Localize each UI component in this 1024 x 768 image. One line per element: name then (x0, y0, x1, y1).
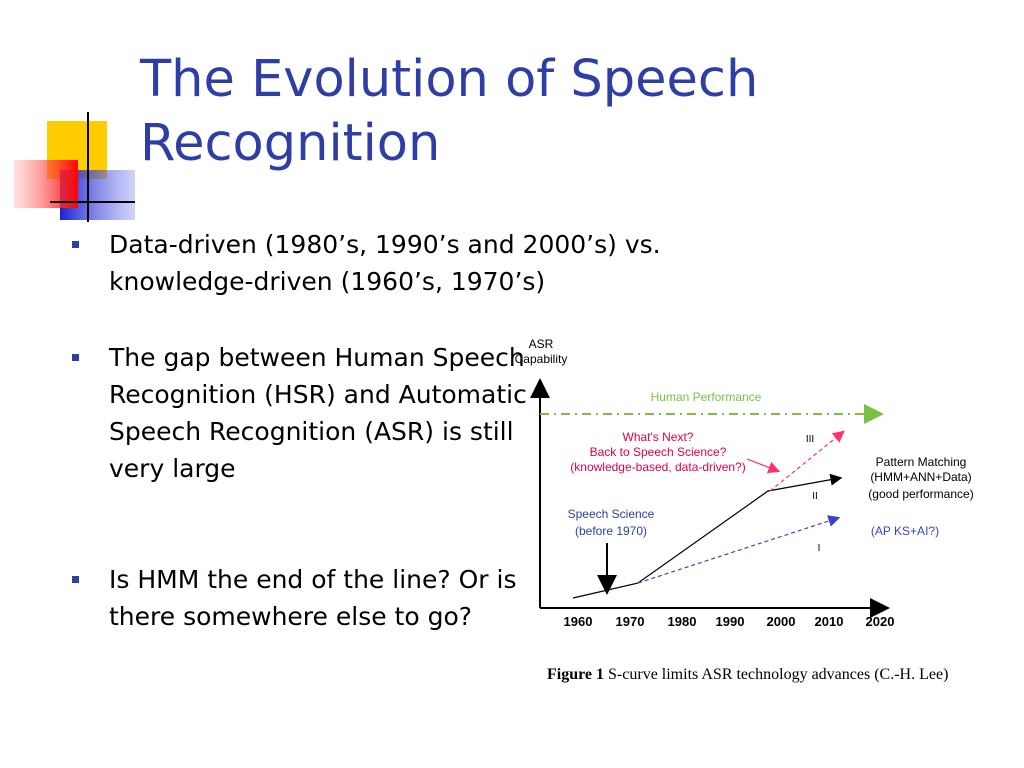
x-tick-label: 1980 (668, 614, 697, 629)
speech-science-label: (before 1970) (575, 524, 647, 538)
bullet-square-icon (72, 576, 79, 583)
x-tick-label: 1990 (716, 614, 745, 629)
ap-ks-ai-label: (AP KS+AI?) (871, 524, 939, 538)
asr-capability-curve (572, 473, 843, 599)
x-tick-label: 2020 (866, 614, 895, 629)
speech-science-label: Speech Science (568, 507, 655, 521)
x-tick-label: 2000 (767, 614, 796, 629)
whats-next-pointer (746, 458, 781, 474)
bullet-text: The gap between Human Speech Recognition… (109, 343, 527, 483)
path-ii-label: II (812, 491, 818, 502)
path-i-line (637, 515, 841, 584)
pattern-matching-label: (HMM+ANN+Data) (870, 470, 971, 484)
x-tick-label: 1960 (564, 614, 593, 629)
bullet-text: Is HMM the end of the line? Or is there … (109, 565, 517, 631)
whats-next-label: (knowledge-based, data-driven?) (570, 460, 745, 474)
s-curve-figure: ASR Capability 1960 1970 1980 1990 2000 … (515, 337, 974, 629)
path-iii-line (769, 430, 845, 492)
pattern-matching-label: Pattern Matching (876, 455, 967, 469)
whats-next-label: Back to Speech Science? (590, 445, 727, 459)
slide-title: The Evolution of Speech Recognition (140, 50, 759, 173)
human-performance-label: Human Performance (651, 390, 762, 404)
figure-caption: Figure 1 S-curve limits ASR technology a… (547, 664, 967, 686)
red-square (14, 160, 78, 208)
bullet-square-icon (72, 241, 79, 248)
path-i-label: I (818, 543, 821, 554)
whats-next-label: What's Next? (623, 430, 694, 444)
bullet-item: The gap between Human Speech Recognition… (72, 339, 532, 487)
figure-caption-text: S-curve limits ASR technology advances (… (608, 666, 949, 683)
pattern-matching-label: (good performance) (868, 487, 973, 501)
bullet-item: Data-driven (1980’s, 1990’s and 2000’s) … (72, 226, 792, 300)
path-iii-label: III (806, 434, 814, 445)
figure-caption-label: Figure 1 (547, 666, 605, 683)
x-tick-label: 1970 (616, 614, 645, 629)
bullet-text: Data-driven (1980’s, 1990’s and 2000’s) … (109, 230, 661, 296)
corner-decoration (14, 112, 135, 222)
y-axis-label: ASR (529, 337, 554, 351)
x-tick-label: 2010 (815, 614, 844, 629)
bullet-square-icon (72, 354, 79, 361)
bullet-item: Is HMM the end of the line? Or is there … (72, 561, 532, 635)
y-axis-label: Capability (515, 352, 568, 366)
